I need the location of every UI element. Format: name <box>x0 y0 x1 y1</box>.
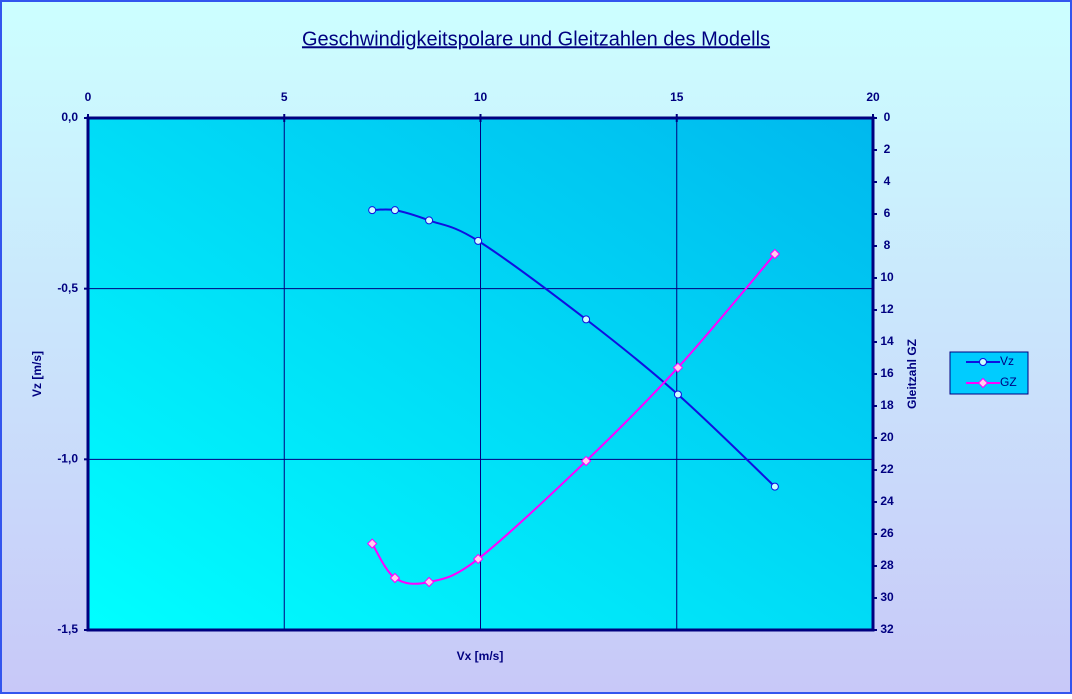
x-tick-label: 0 <box>85 90 92 104</box>
marker <box>769 248 781 260</box>
marker <box>472 553 484 565</box>
y2-tick-label: 22 <box>880 462 894 476</box>
y2-tick-label: 8 <box>884 238 891 252</box>
marker <box>582 315 591 324</box>
y2-tick-label: 24 <box>880 494 894 508</box>
legend-label: Vz <box>1000 354 1014 368</box>
y2-tick-label: 18 <box>880 398 894 412</box>
y-tick-label: -0,5 <box>57 281 78 295</box>
y2-tick-label: 28 <box>880 558 894 572</box>
y2-tick-label: 0 <box>884 110 891 124</box>
legend-marker <box>979 358 987 366</box>
marker <box>389 572 401 584</box>
y2-tick-label: 2 <box>884 142 891 156</box>
y-axis-label: Vz [m/s] <box>30 351 44 397</box>
y-tick-label: -1,0 <box>57 452 78 466</box>
y2-tick-label: 16 <box>880 366 894 380</box>
y2-axis-label: Gleitzahl GZ <box>905 339 919 409</box>
y2-tick-label: 14 <box>880 334 894 348</box>
legend-box <box>949 351 1029 395</box>
plot-border <box>86 116 875 632</box>
marker <box>368 206 377 215</box>
marker <box>425 216 434 225</box>
y2-tick-label: 32 <box>880 622 894 636</box>
x-axis-label: Vx [m/s] <box>457 649 504 663</box>
marker <box>672 362 684 373</box>
marker <box>423 576 435 588</box>
marker <box>580 455 592 467</box>
marker <box>673 390 682 399</box>
y2-tick-label: 10 <box>880 270 894 284</box>
x-tick-label: 20 <box>866 90 880 104</box>
series-line <box>371 253 776 585</box>
y2-tick-label: 12 <box>880 302 894 316</box>
x-tick-label: 15 <box>670 90 684 104</box>
marker <box>474 236 483 245</box>
chart-title: Geschwindigkeitspolare und Gleitzahlen d… <box>302 28 770 50</box>
x-tick-label: 10 <box>474 90 488 104</box>
legend-marker <box>977 377 989 389</box>
y-tick-label: -1,5 <box>57 622 78 636</box>
y2-tick-label: 4 <box>884 174 891 188</box>
y2-tick-label: 26 <box>880 526 894 540</box>
x-tick-label: 5 <box>281 90 288 104</box>
y2-tick-label: 6 <box>884 206 891 220</box>
marker <box>366 538 378 549</box>
y-tick-label: 0,0 <box>61 110 78 124</box>
y2-tick-label: 20 <box>880 430 894 444</box>
legend-label: GZ <box>1000 375 1017 389</box>
marker <box>770 482 779 491</box>
marker <box>390 206 399 215</box>
y2-tick-label: 30 <box>880 590 894 604</box>
